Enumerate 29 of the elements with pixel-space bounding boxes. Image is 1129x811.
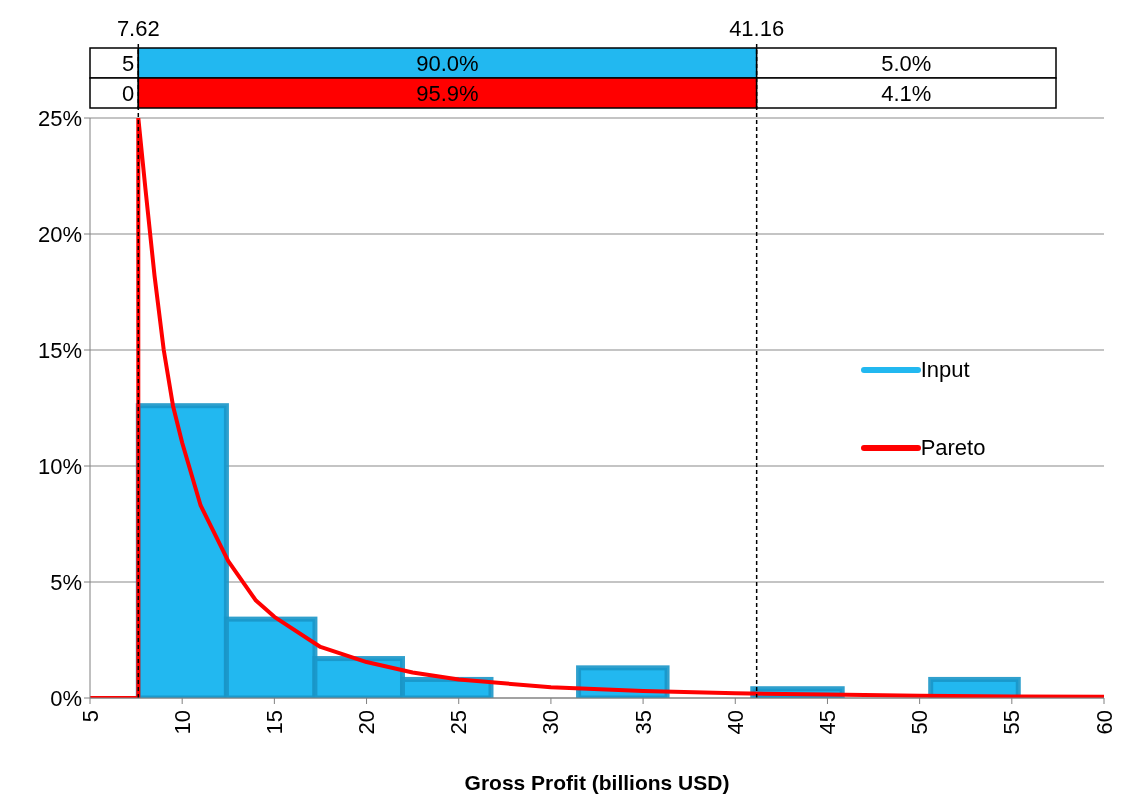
x-tick-label: 45 [814,710,840,735]
x-tick-label: 30 [538,710,564,735]
x-tick-label: 35 [630,710,656,735]
text: 4.1% [881,81,932,106]
x-tick-label: 5 [77,710,103,723]
text: 5 [122,51,135,76]
x-tick-label: 20 [354,710,380,735]
y-tick-label: 20% [37,221,82,247]
x-tick-label: 55 [999,710,1025,735]
x-tick-label: 60 [1091,710,1117,735]
x-axis-title: Gross Profit (billions USD) [464,771,730,794]
y-tick-label: 5% [50,569,82,595]
x-tick-label: 10 [169,710,195,735]
text: 0 [122,81,135,106]
ref-line-label: 7.62 [116,16,160,41]
legend-label: Pareto [920,435,986,461]
x-tick-label: 40 [722,710,748,735]
y-tick-label: 25% [37,105,82,131]
text: 95.9% [416,81,479,106]
y-tick-label: 0% [50,685,82,711]
ref-line-label: 41.16 [729,16,785,41]
x-tick-label: 15 [261,710,287,735]
text: 90.0% [416,51,479,76]
x-tick-label: 25 [446,710,472,735]
y-tick-label: 15% [37,337,82,363]
text: 5.0% [881,51,932,76]
x-tick-label: 50 [907,710,933,735]
y-tick-label: 10% [37,453,82,479]
legend-label: Input [920,357,970,383]
